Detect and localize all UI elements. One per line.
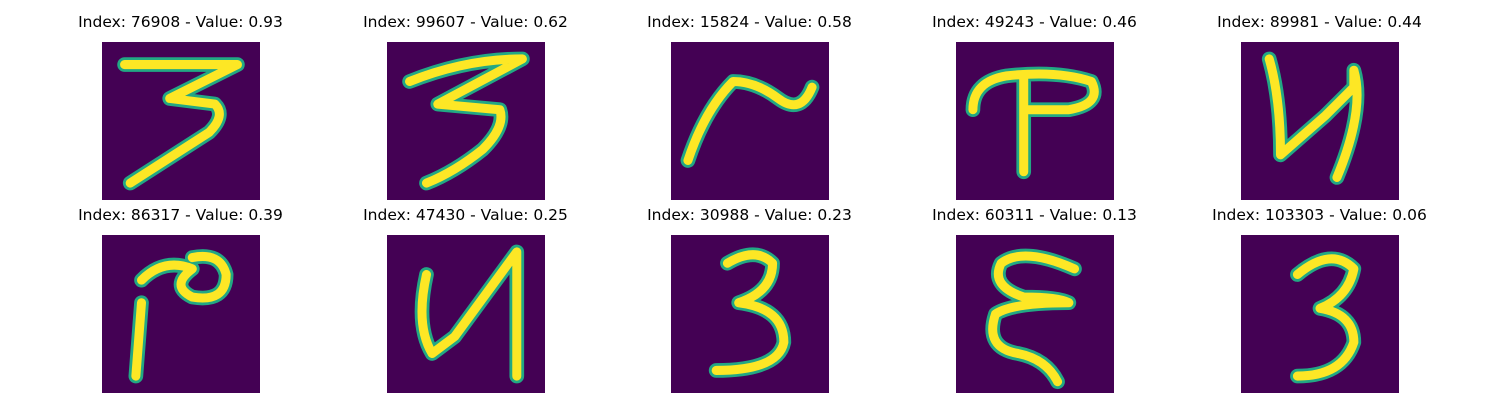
- panel-title: Index: 89981 - Value: 0.44: [1177, 8, 1462, 36]
- digit-image: [102, 42, 260, 200]
- digit-image: [956, 235, 1114, 393]
- panel-8: Index: 30988 - Value: 0.23: [607, 201, 892, 386]
- panel-6: Index: 86317 - Value: 0.39: [38, 201, 323, 386]
- panel-title: Index: 47430 - Value: 0.25: [323, 201, 608, 229]
- panel-title: Index: 15824 - Value: 0.58: [607, 8, 892, 36]
- digit-image: [1241, 42, 1399, 200]
- digit-image: [387, 42, 545, 200]
- digit-image: [1241, 235, 1399, 393]
- panel-4: Index: 49243 - Value: 0.46: [892, 8, 1177, 193]
- panel-7: Index: 47430 - Value: 0.25: [323, 201, 608, 386]
- panel-title: Index: 99607 - Value: 0.62: [323, 8, 608, 36]
- digit-image: [956, 42, 1114, 200]
- panel-2: Index: 99607 - Value: 0.62: [323, 8, 608, 193]
- digit-image: [671, 42, 829, 200]
- panel-10: Index: 103303 - Value: 0.06: [1177, 201, 1462, 386]
- panel-1: Index: 76908 - Value: 0.93: [38, 8, 323, 193]
- panel-title: Index: 86317 - Value: 0.39: [38, 201, 323, 229]
- panel-title: Index: 76908 - Value: 0.93: [38, 8, 323, 36]
- digit-image: [671, 235, 829, 393]
- panel-title: Index: 30988 - Value: 0.23: [607, 201, 892, 229]
- panel-3: Index: 15824 - Value: 0.58: [607, 8, 892, 193]
- digit-image: [387, 235, 545, 393]
- panel-5: Index: 89981 - Value: 0.44: [1177, 8, 1462, 193]
- panel-title: Index: 49243 - Value: 0.46: [892, 8, 1177, 36]
- digit-image: [102, 235, 260, 393]
- panel-9: Index: 60311 - Value: 0.13: [892, 201, 1177, 386]
- panel-title: Index: 60311 - Value: 0.13: [892, 201, 1177, 229]
- panel-title: Index: 103303 - Value: 0.06: [1177, 201, 1462, 229]
